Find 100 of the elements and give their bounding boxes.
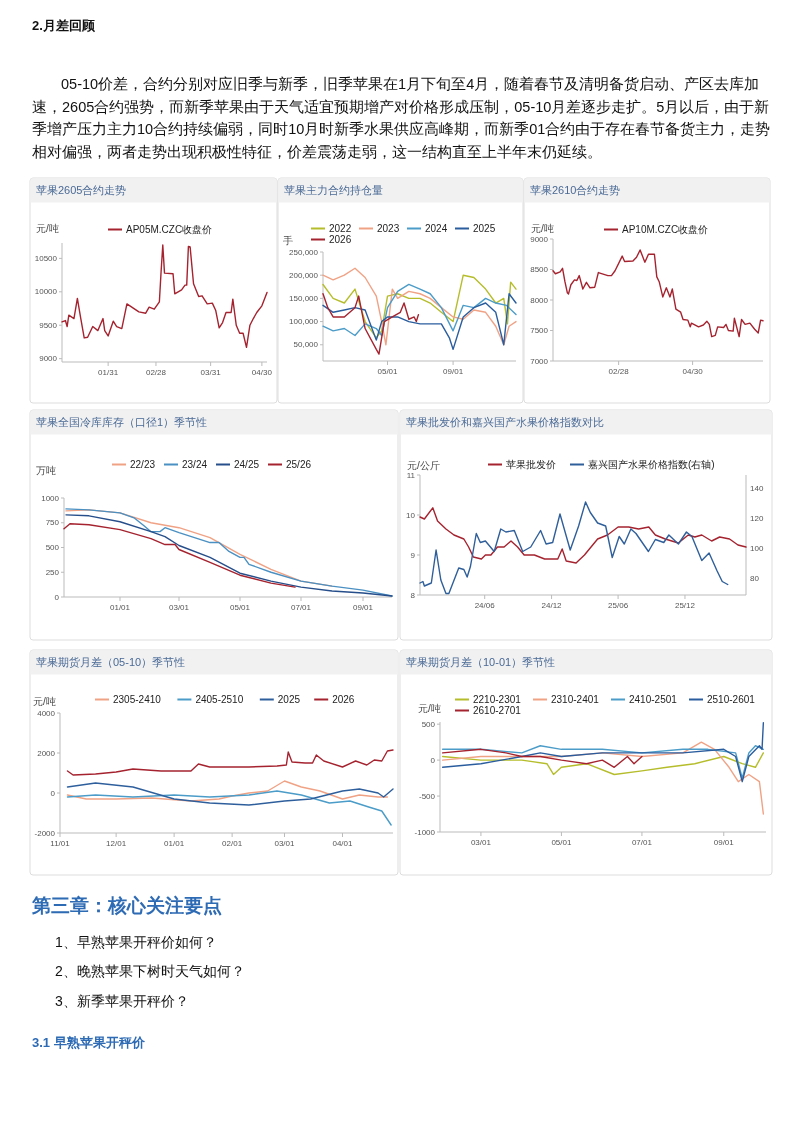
x-tick-label: 05/01 bbox=[551, 838, 572, 847]
x-tick-label: 11/01 bbox=[50, 839, 71, 848]
legend-label: 2410-2501 bbox=[629, 694, 678, 705]
legend-label: 2026 bbox=[329, 234, 352, 245]
line-series bbox=[66, 790, 392, 826]
y-tick-label: -500 bbox=[418, 791, 436, 801]
legend-label: 2024 bbox=[425, 223, 448, 234]
legend-label: 2305-2410 bbox=[113, 694, 162, 705]
line-series bbox=[322, 274, 517, 339]
line-series bbox=[322, 283, 517, 337]
legend-label: 2310-2401 bbox=[551, 694, 600, 705]
text: 1、早熟苹果开秤价如何？ bbox=[55, 934, 217, 950]
y2-tick-label: 120 bbox=[750, 514, 764, 523]
y-tick-label: 500 bbox=[421, 719, 436, 729]
y-tick-label: 200,000 bbox=[289, 270, 319, 280]
line-series bbox=[441, 752, 765, 776]
x-tick-label: 05/01 bbox=[377, 367, 399, 376]
y-tick-label: 50,000 bbox=[293, 340, 319, 350]
x-tick-label: 07/01 bbox=[631, 838, 653, 847]
x-tick-label: 01/01 bbox=[164, 839, 185, 848]
x-tick-label: 02/28 bbox=[608, 367, 630, 376]
x-tick-label: 07/01 bbox=[290, 603, 312, 612]
y-axis-title: 元/吨 bbox=[33, 696, 56, 707]
chart-title: 苹果主力合约持仓量 bbox=[284, 184, 383, 196]
chart-title: 苹果2605合约走势 bbox=[36, 184, 127, 196]
x-tick-label: 03/01 bbox=[168, 603, 190, 612]
legend-label: 2025 bbox=[277, 694, 301, 705]
y-tick-label: 250,000 bbox=[289, 247, 319, 257]
y-tick-label: 100,000 bbox=[289, 317, 319, 327]
y-axis-title: 元/公斤 bbox=[407, 460, 440, 471]
x-tick-label: 09/01 bbox=[443, 367, 464, 376]
legend-label: 2210-2301 bbox=[473, 694, 522, 705]
line-series bbox=[61, 244, 268, 348]
x-tick-label: 03/01 bbox=[470, 838, 492, 847]
y-tick-label: 0 bbox=[430, 755, 436, 765]
x-tick-label: 04/30 bbox=[251, 368, 273, 377]
chart-title: 苹果期货月差（10-01）季节性 bbox=[406, 656, 556, 668]
y-axis-title: 元/吨 bbox=[36, 223, 59, 234]
x-tick-label: 24/06 bbox=[474, 601, 496, 610]
legend-label: 2025 bbox=[473, 223, 496, 234]
y-tick-label: 9 bbox=[410, 550, 416, 560]
y-axis-title: 元/吨 bbox=[418, 703, 441, 714]
line-series bbox=[66, 749, 394, 776]
chart-title: 苹果期货月差（05-10）季节性 bbox=[36, 656, 186, 668]
x-tick-label: 01/01 bbox=[109, 603, 131, 612]
y-tick-label: 8 bbox=[410, 590, 416, 600]
legend-label: 嘉兴国产水果价格指数(右轴) bbox=[588, 459, 715, 470]
line-series bbox=[441, 748, 643, 768]
text: 3.1 早熟苹果开秤价 bbox=[32, 1035, 146, 1050]
y-tick-label: 1000 bbox=[41, 493, 60, 503]
legend-label: 23/24 bbox=[182, 459, 208, 470]
legend-label: AP10M.CZC收盘价 bbox=[622, 224, 709, 235]
x-tick-label: 04/30 bbox=[682, 367, 704, 376]
text: 第三章：核心关注要点 bbox=[31, 895, 222, 916]
line-series bbox=[322, 293, 420, 355]
legend-label: 2026 bbox=[332, 694, 355, 705]
x-tick-label: 03/01 bbox=[274, 839, 296, 848]
x-tick-label: 02/28 bbox=[145, 368, 167, 377]
y-tick-label: 150,000 bbox=[289, 293, 319, 303]
text: 2、晚熟苹果下树时天气如何？ bbox=[55, 963, 245, 979]
text: 05-10价差，合约分别对应旧季与新季，旧季苹果在1月下旬至4月，随着春节及清明备货启动、产区去库加速，2605合约强势，而新季苹果由于天气适宜预期增产对价格形成压制，05-10月差逐步走扩。5月以后，由于新季增产压力主力10合约持续偏弱，同时10月时新季水果供应高峰期，而新季01合约由于存在春节备货主力，走势相对偏强，两者走势出现积极性特征，价差震荡走弱，这一结构直至上半年末仍延续。 bbox=[32, 76, 771, 160]
legend-label: 2510-2601 bbox=[707, 694, 756, 705]
legend-label: 2610-2701 bbox=[473, 705, 522, 716]
x-tick-label: 09/01 bbox=[713, 838, 735, 847]
line-series bbox=[66, 780, 389, 802]
x-tick-label: 09/01 bbox=[352, 603, 374, 612]
text: 3、新季苹果开秤价？ bbox=[55, 993, 189, 1009]
x-tick-label: 02/01 bbox=[222, 839, 243, 848]
y-tick-label: -1000 bbox=[414, 827, 436, 837]
line-series bbox=[322, 267, 517, 346]
y-tick-label: 2000 bbox=[37, 748, 56, 758]
x-tick-label: 05/01 bbox=[229, 603, 251, 612]
legend-label: 2023 bbox=[377, 223, 400, 234]
y-tick-label: 9500 bbox=[39, 320, 58, 330]
legend-label: AP05M.CZC收盘价 bbox=[126, 224, 213, 235]
y-tick-label: 7500 bbox=[530, 326, 549, 335]
y-axis-title: 手 bbox=[283, 235, 293, 246]
y2-tick-label: 140 bbox=[750, 484, 764, 493]
x-tick-label: 12/01 bbox=[106, 839, 127, 848]
y-tick-label: -2000 bbox=[34, 828, 56, 838]
y-tick-label: 8500 bbox=[530, 265, 549, 274]
line-series bbox=[419, 501, 729, 595]
y-tick-label: 8000 bbox=[530, 295, 549, 305]
y-tick-label: 9000 bbox=[39, 354, 58, 364]
x-tick-label: 24/12 bbox=[541, 601, 563, 610]
y-tick-label: 10500 bbox=[34, 253, 58, 263]
y-tick-label: 750 bbox=[45, 518, 60, 528]
chart-title: 苹果批发价和嘉兴国产水果价格指数对比 bbox=[406, 416, 604, 428]
y-tick-label: 4000 bbox=[37, 708, 56, 718]
chart-title: 苹果2610合约走势 bbox=[530, 184, 621, 196]
x-tick-label: 01/31 bbox=[98, 368, 119, 377]
y-tick-label: 0 bbox=[54, 592, 60, 602]
y2-tick-label: 80 bbox=[750, 574, 760, 583]
chart-title: 苹果全国冷库库存（口径1）季节性 bbox=[36, 416, 208, 428]
legend-label: 苹果批发价 bbox=[506, 459, 556, 470]
y-tick-label: 10 bbox=[406, 510, 416, 520]
y-tick-label: 9000 bbox=[530, 234, 549, 244]
y-tick-label: 7000 bbox=[530, 356, 549, 366]
legend-label: 22/23 bbox=[130, 459, 156, 470]
y-tick-label: 0 bbox=[50, 788, 56, 798]
